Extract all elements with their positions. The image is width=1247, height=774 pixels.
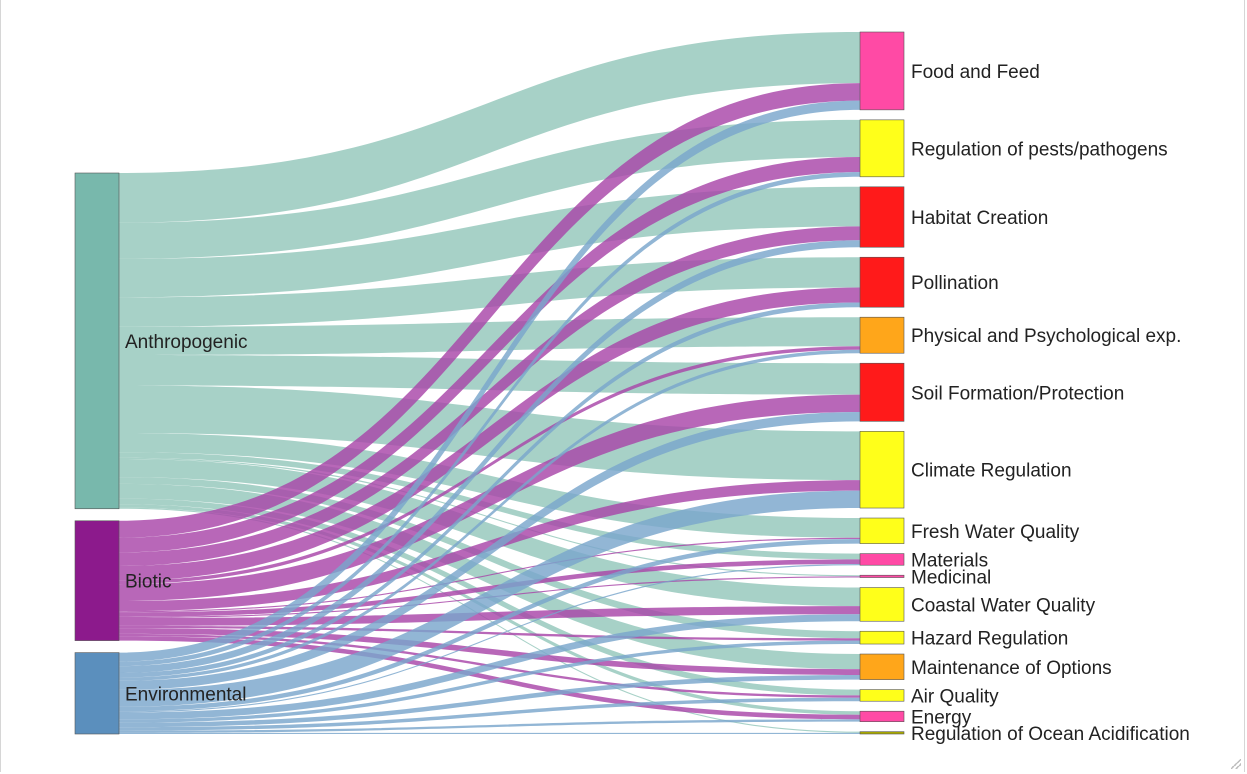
link-environmental-to-coastal-water-quality[interactable]: [119, 614, 860, 720]
node-fresh-water-quality[interactable]: [859, 517, 905, 544]
label-pollination: Pollination: [911, 273, 999, 294]
link-environmental-to-hazard-regulation[interactable]: [119, 640, 860, 723]
node-air-quality[interactable]: [859, 689, 905, 702]
link-anthropogenic-to-energy[interactable]: [119, 504, 860, 715]
label-hazard-regulation: Hazard Regulation: [911, 629, 1068, 650]
link-biotic-to-habitat-creation[interactable]: [119, 226, 860, 566]
link-anthropogenic-to-medicinal[interactable]: [119, 457, 860, 577]
sankey-links: [119, 32, 860, 734]
node-physical-and-psychological-exp[interactable]: [859, 316, 905, 354]
node-pollination[interactable]: [859, 256, 905, 308]
label-anthropogenic: Anthropogenic: [125, 332, 248, 353]
link-biotic-to-pollination[interactable]: [119, 287, 860, 581]
label-environmental: Environmental: [125, 684, 246, 705]
label-biotic: Biotic: [125, 572, 171, 593]
resize-grip-icon[interactable]: [1231, 759, 1241, 769]
link-anthropogenic-to-hazard-regulation[interactable]: [119, 477, 860, 639]
link-anthropogenic-to-maintenance-of-options[interactable]: [119, 483, 860, 670]
link-environmental-to-fresh-water-quality[interactable]: [119, 538, 860, 712]
link-biotic-to-climate-regulation[interactable]: [119, 480, 860, 612]
link-environmental-to-materials[interactable]: [119, 564, 860, 713]
link-biotic-to-regulation-of-pests-pathogens[interactable]: [119, 157, 860, 553]
link-environmental-to-maintenance-of-options[interactable]: [119, 674, 860, 728]
label-regulation-of-pests-pathogens: Regulation of pests/pathogens: [911, 139, 1168, 160]
link-biotic-to-food-and-feed[interactable]: [119, 83, 860, 538]
label-habitat-creation: Habitat Creation: [911, 208, 1048, 229]
link-anthropogenic-to-regulation-of-pests-pathogens[interactable]: [119, 119, 860, 259]
link-environmental-to-regulation-of-ocean-acidification[interactable]: [119, 732, 860, 734]
link-environmental-to-food-and-feed[interactable]: [119, 100, 860, 662]
label-food-and-feed: Food and Feed: [911, 62, 1040, 83]
link-anthropogenic-to-food-and-feed[interactable]: [119, 32, 860, 223]
link-anthropogenic-to-fresh-water-quality[interactable]: [119, 433, 860, 538]
label-energy: Energy: [911, 707, 972, 728]
link-biotic-to-coastal-water-quality[interactable]: [119, 606, 860, 626]
label-medicinal: Medicinal: [911, 567, 991, 588]
node-anthropogenic[interactable]: [74, 172, 120, 510]
node-habitat-creation[interactable]: [859, 186, 905, 248]
label-coastal-water-quality: Coastal Water Quality: [911, 595, 1096, 616]
label-maintenance-of-options: Maintenance of Options: [911, 658, 1112, 679]
link-biotic-to-maintenance-of-options[interactable]: [119, 628, 860, 675]
link-environmental-to-climate-regulation[interactable]: [119, 490, 860, 707]
label-climate-regulation: Climate Regulation: [911, 461, 1072, 482]
node-environmental[interactable]: [74, 652, 120, 735]
label-physical-and-psychological-exp: Physical and Psychological exp.: [911, 326, 1181, 347]
link-environmental-to-soil-formation-protection[interactable]: [119, 412, 860, 690]
node-soil-formation-protection[interactable]: [859, 362, 905, 422]
label-soil-formation-protection: Soil Formation/Protection: [911, 383, 1124, 404]
node-biotic[interactable]: [74, 520, 120, 641]
node-coastal-water-quality[interactable]: [859, 587, 905, 622]
label-materials: Materials: [911, 550, 988, 571]
node-materials[interactable]: [859, 553, 905, 566]
link-biotic-to-hazard-regulation[interactable]: [119, 625, 860, 641]
label-regulation-of-ocean-acidification: Regulation of Ocean Acidification: [911, 724, 1190, 745]
link-environmental-to-regulation-of-pests-pathogens[interactable]: [119, 172, 860, 667]
link-biotic-to-materials[interactable]: [119, 559, 860, 617]
node-food-and-feed[interactable]: [859, 31, 905, 111]
link-environmental-to-habitat-creation[interactable]: [119, 240, 860, 673]
node-maintenance-of-options[interactable]: [859, 653, 905, 680]
link-environmental-to-energy[interactable]: [119, 719, 860, 733]
link-biotic-to-energy[interactable]: [119, 636, 860, 720]
link-biotic-to-soil-formation-protection[interactable]: [119, 394, 860, 602]
link-biotic-to-physical-and-psychological-exp[interactable]: [119, 346, 860, 585]
node-hazard-regulation[interactable]: [859, 630, 905, 645]
link-environmental-to-pollination[interactable]: [119, 302, 860, 678]
node-medicinal[interactable]: [859, 574, 905, 578]
node-energy[interactable]: [859, 710, 905, 722]
link-biotic-to-fresh-water-quality[interactable]: [119, 537, 860, 613]
link-environmental-to-air-quality[interactable]: [119, 697, 860, 731]
node-climate-regulation[interactable]: [859, 431, 905, 509]
link-environmental-to-physical-and-psychological-exp[interactable]: [119, 349, 860, 681]
label-air-quality: Air Quality: [911, 686, 999, 707]
link-anthropogenic-to-habitat-creation[interactable]: [119, 186, 860, 298]
sankey-labels: Anthropogenic Biotic Environmental Food and…: [125, 62, 1190, 745]
link-anthropogenic-to-regulation-of-ocean-acidification[interactable]: [119, 507, 860, 733]
link-anthropogenic-to-coastal-water-quality[interactable]: [119, 459, 860, 607]
sankey-nodes: [74, 31, 905, 735]
node-regulation-of-ocean-acidification[interactable]: [859, 731, 905, 735]
label-fresh-water-quality: Fresh Water Quality: [911, 522, 1080, 543]
node-regulation-of-pests-pathogens[interactable]: [859, 119, 905, 178]
